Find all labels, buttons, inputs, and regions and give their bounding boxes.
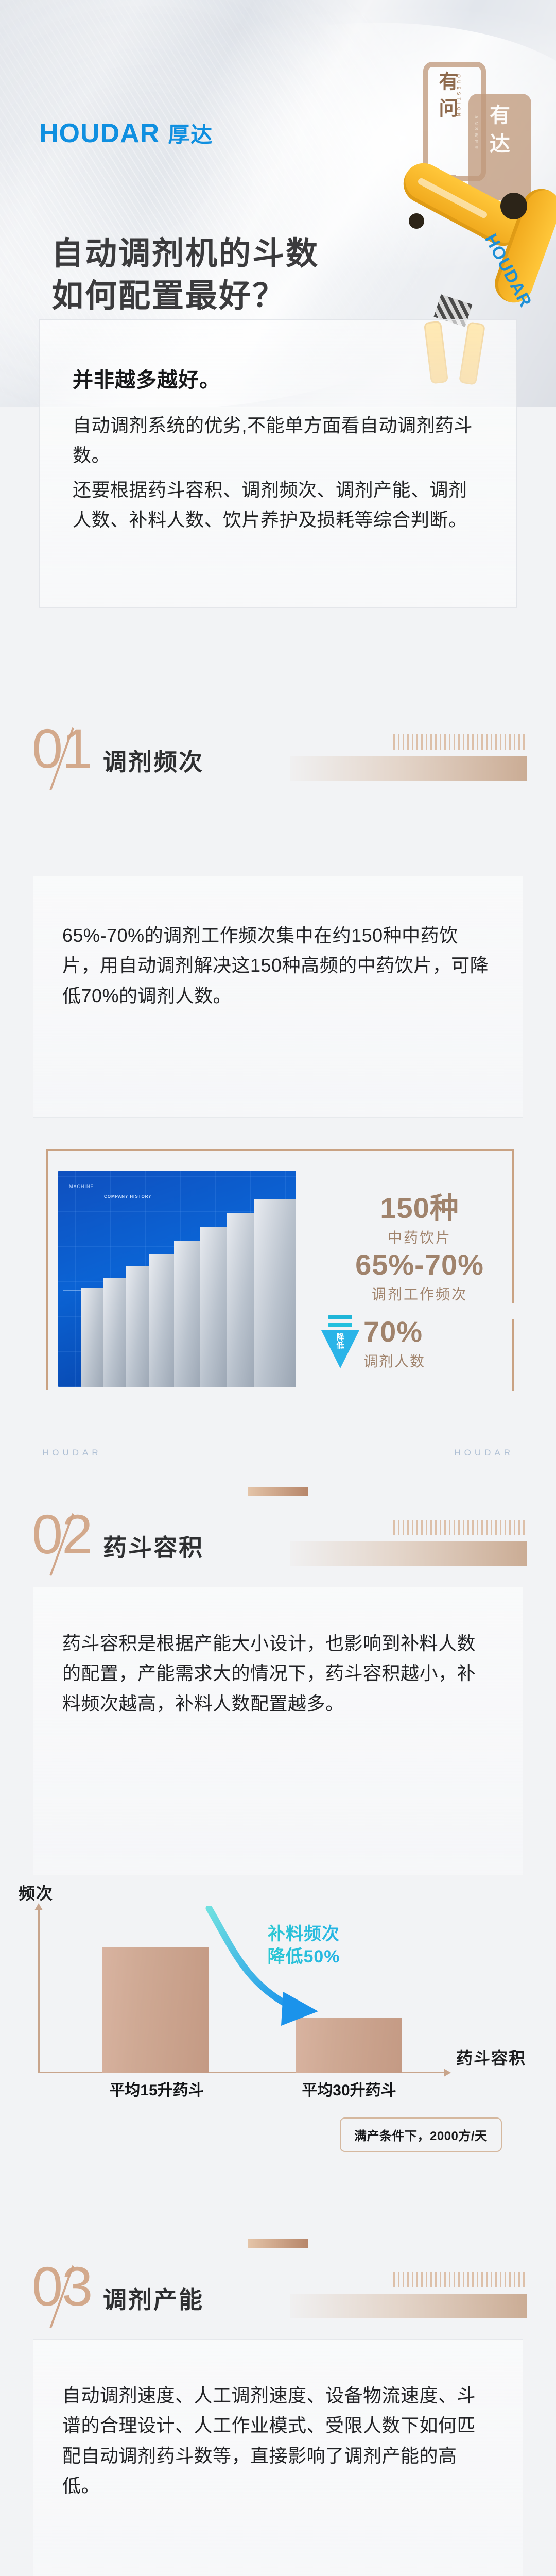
section-header-02: 02 药斗容积 xyxy=(0,1487,556,1587)
section-body-text-03: 自动调剂速度、人工调剂速度、设备物流速度、斗谱的合理设计、人工作业模式、受限人数… xyxy=(62,2385,476,2496)
stat-label-varieties: 中药饮片 xyxy=(387,1229,451,1246)
robot-joint-base xyxy=(409,213,424,229)
chart-y-axis xyxy=(34,1903,43,2073)
chart-category-label-1: 平均15升药斗 xyxy=(109,2082,204,2099)
section-body-card-01: 65%-70%的调剂工作频次集中在约150种中药饮片，用自动调剂解决这150种高… xyxy=(33,876,523,1118)
bubble-answer-latin: ANSWER xyxy=(474,115,479,151)
stat-label-headcount: 调剂人数 xyxy=(363,1353,426,1369)
brand-logo-cn: 厚达 xyxy=(168,123,214,147)
section-hatch-decoration xyxy=(393,2272,527,2287)
section-title-02: 药斗容积 xyxy=(103,1534,204,1561)
stat-value-headcount: 70% xyxy=(363,1315,423,1348)
stats-panel: MACHINE COMPANY HISTORY 150种 中药饮片 65%-70… xyxy=(46,1149,514,1391)
section-number-03: 03 xyxy=(32,2255,93,2317)
section-title-03: 调剂产能 xyxy=(103,2286,204,2313)
section-hatch-decoration xyxy=(393,734,527,750)
section-header-03: 03 调剂产能 xyxy=(0,2239,556,2339)
section-tick-decoration xyxy=(248,2239,308,2248)
stat-value-frequency: 65%-70% xyxy=(355,1248,484,1281)
bubble-answer-label: 有达 xyxy=(486,104,509,162)
stat-item-frequency: 65%-70% 调剂工作频次 xyxy=(335,1248,505,1304)
chart-category-label-2: 平均30升药斗 xyxy=(302,2082,396,2099)
arrow-head xyxy=(321,1330,359,1368)
stat-item-headcount: 70% 调剂人数 xyxy=(363,1315,508,1371)
brand-divider: HOUDAR HOUDAR xyxy=(0,1443,556,1463)
dispensing-machine-photo: MACHINE COMPANY HISTORY xyxy=(58,1171,296,1387)
section-bar-decoration xyxy=(290,756,527,781)
hero-banner: HOUDAR 厚达 自动调剂机的斗数 如何配置最好？ 有问 QUESTION 有… xyxy=(0,0,556,407)
chart-x-axis xyxy=(38,2069,451,2077)
stat-value-varieties: 150种 xyxy=(380,1192,459,1224)
section-bar-decoration xyxy=(290,2294,527,2318)
bar-chart: 频次 药斗容积 平均15升药斗 平均30升药斗 补料频次 降低50% 满产条件下… xyxy=(0,1875,556,2205)
section-header-01: 01 调剂频次 xyxy=(0,717,556,801)
divider-label-left: HOUDAR xyxy=(42,1448,102,1458)
divider-label-right: HOUDAR xyxy=(454,1448,514,1458)
chart-bar-2 xyxy=(296,2018,402,2073)
intro-paragraph-1: 自动调剂系统的优劣,不能单方面看自动调剂药斗数。 xyxy=(73,415,473,466)
arrow-bar-top xyxy=(328,1315,352,1319)
stat-label-frequency: 调剂工作频次 xyxy=(371,1286,467,1302)
brand-logo-en: HOUDAR xyxy=(39,118,160,148)
arrow-badge-label: 降低 xyxy=(336,1333,344,1350)
page-title: 自动调剂机的斗数 如何配置最好？ xyxy=(51,233,319,317)
stats-frame-bottom xyxy=(46,1303,514,1390)
stats-frame-right-tail xyxy=(512,1319,514,1391)
intro-card: 并非越多越好。 自动调剂系统的优劣,不能单方面看自动调剂药斗数。 还要根据药斗容… xyxy=(39,319,517,608)
chart-x-axis-label: 药斗容积 xyxy=(456,2049,527,2067)
section-number-02: 02 xyxy=(32,1503,93,1565)
intro-lead-text: 并非越多越好。 xyxy=(73,369,220,392)
stats-frame-top xyxy=(46,1149,514,1303)
chart-decline-arrow-icon xyxy=(205,1906,318,2026)
chart-y-axis-label: 频次 xyxy=(19,1884,54,1903)
intro-paragraph-2: 还要根据药斗容积、调剂频次、调剂产能、调剂人数、补料人数、饮片养护及损耗等综合判… xyxy=(73,479,467,530)
section-body-card-02: 药斗容积是根据产能大小设计，也影响到补料人数的配置，产能需求大的情况下，药斗容积… xyxy=(33,1587,523,1875)
section-body-text-02: 药斗容积是根据产能大小设计，也影响到补料人数的配置，产能需求大的情况下，药斗容积… xyxy=(62,1633,476,1714)
bubble-question-latin: QUESTION xyxy=(456,74,461,120)
robot-arm-illustration: HOUDAR xyxy=(391,156,556,407)
page-title-line2: 如何配置最好？ xyxy=(51,278,286,314)
chart-annotation-line2: 降低50% xyxy=(267,1947,340,1967)
section-number-01: 01 xyxy=(32,717,93,779)
chart-annotation-line1: 补料频次 xyxy=(268,1924,340,1944)
section-bar-decoration xyxy=(290,1541,527,1566)
section-body-text-01: 65%-70%的调剂工作频次集中在约150种中药饮片，用自动调剂解决这150种高… xyxy=(62,925,489,1006)
section-title-01: 调剂频次 xyxy=(103,749,204,775)
machine-photo-label: MACHINE xyxy=(69,1184,94,1189)
robot-joint-elbow xyxy=(500,193,527,219)
stat-item-varieties: 150种 中药饮片 xyxy=(335,1193,505,1247)
chart-footnote: 满产条件下，2000方/天 xyxy=(340,2117,502,2152)
section-tick-decoration xyxy=(248,1487,308,1496)
page-title-line1: 自动调剂机的斗数 xyxy=(51,236,320,272)
brand-logo: HOUDAR 厚达 xyxy=(39,117,213,149)
section-hatch-decoration xyxy=(393,1520,527,1535)
machine-photo-caption: COMPANY HISTORY xyxy=(104,1194,152,1199)
chart-bar-1 xyxy=(102,1947,209,2073)
chart-annotation: 补料频次 降低50% xyxy=(227,1923,381,1968)
arrow-bar-mid xyxy=(328,1323,352,1327)
decrease-arrow-icon: 降低 xyxy=(321,1315,359,1368)
bubble-question-label: 有问 xyxy=(436,71,457,125)
section-body-card-03: 自动调剂速度、人工调剂速度、设备物流速度、斗谱的合理设计、人工作业模式、受限人数… xyxy=(33,2339,523,2576)
